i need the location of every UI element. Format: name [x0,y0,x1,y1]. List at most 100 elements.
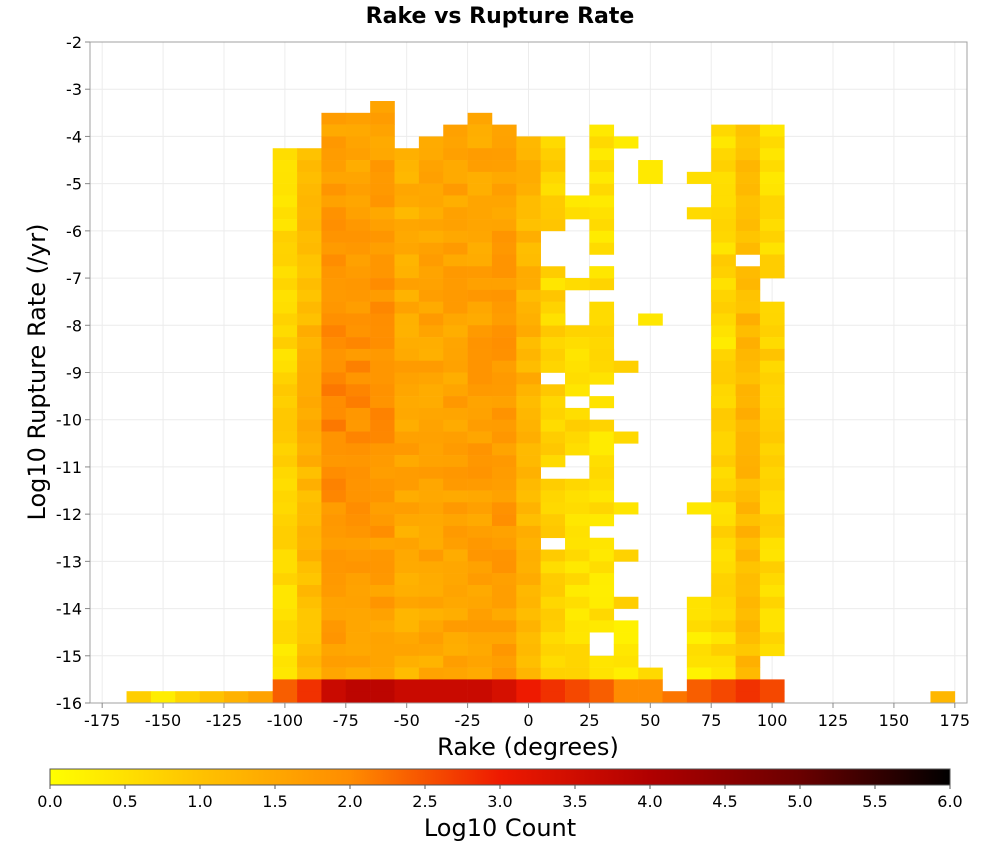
heatmap-cell [321,112,347,125]
heatmap-cell [711,608,736,621]
heatmap-cell [711,230,736,243]
y-tick-label: -8 [66,316,82,335]
heatmap-cell [589,431,615,444]
heatmap-cell [345,242,371,255]
heatmap-cell [418,679,444,692]
heatmap-cell [491,124,517,137]
heatmap-cell [418,691,444,704]
heatmap-cell [272,301,298,314]
heatmap-cell [540,313,566,326]
heatmap-cell [516,278,541,291]
heatmap-cell [297,549,322,562]
heatmap-cell [394,419,420,432]
heatmap-cell [467,372,493,385]
heatmap-cell [467,230,493,243]
heatmap-cell [589,337,615,350]
heatmap-cell [589,691,615,704]
heatmap-cell [272,254,298,267]
heatmap-cell [370,207,395,220]
heatmap-cell [735,407,761,421]
heatmap-cell [321,301,347,314]
y-tick-label: -6 [66,222,82,241]
heatmap-cell [735,183,761,196]
heatmap-cell [297,219,322,232]
heatmap-cell [272,573,298,586]
heatmap-cell [759,419,785,432]
heatmap-cell [613,632,639,645]
heatmap-cell [565,348,590,361]
heatmap-cell [394,455,420,468]
heatmap-cell [443,443,468,456]
heatmap-cell [491,608,517,621]
heatmap-cell [540,183,566,196]
heatmap-cell [516,643,541,657]
heatmap-cell [735,525,761,539]
heatmap-cell [759,195,785,208]
heatmap-cell [394,596,420,609]
heatmap-cell [370,171,395,184]
heatmap-cell [297,525,322,539]
heatmap-cell [565,443,590,456]
heatmap-cell [272,148,298,161]
heatmap-cell [491,278,517,291]
heatmap-cell [613,502,639,515]
heatmap-cell [321,384,347,397]
heatmap-cell [491,478,517,491]
heatmap-cell [321,148,347,161]
heatmap-cell [418,171,444,184]
heatmap-cell [443,431,468,444]
heatmap-cell [491,266,517,279]
heatmap-cell [540,655,566,668]
y-tick-label: -13 [56,552,82,571]
heatmap-cell [565,596,590,609]
heatmap-cell [540,561,566,574]
heatmap-cell [711,643,736,657]
heatmap-cell [321,136,347,149]
heatmap-cell [686,679,712,692]
x-tick-label: 50 [640,711,660,730]
heatmap-cell [467,549,493,562]
heatmap-cell [394,466,420,480]
heatmap-cell [345,549,371,562]
heatmap-cell [759,230,785,243]
heatmap-cell [345,573,371,586]
heatmap-cell [759,431,785,444]
heatmap-cell [418,183,444,196]
heatmap-cell [491,419,517,432]
heatmap-cell [516,514,541,527]
heatmap-cell [443,219,468,232]
heatmap-cell [297,171,322,184]
heatmap-cell [589,573,615,586]
heatmap-cell [467,254,493,267]
heatmap-cell [467,301,493,314]
x-tick-label: 100 [757,711,788,730]
heatmap-cell [272,455,298,468]
heatmap-cell [467,148,493,161]
heatmap-cell [735,348,761,361]
heatmap-cell [516,455,541,468]
heatmap-cell [711,490,736,503]
heatmap-cell [589,348,615,361]
heatmap-cell [443,466,468,480]
heatmap-cell [418,537,444,550]
heatmap-cell [272,632,298,645]
heatmap-cell [467,443,493,456]
heatmap-cell [467,313,493,326]
heatmap-cell [540,478,566,491]
heatmap-cell [297,443,322,456]
heatmap-cell [321,502,347,515]
heatmap-cell [711,407,736,421]
heatmap-cell [370,419,395,432]
heatmap-cell [272,207,298,220]
heatmap-cell [516,207,541,220]
heatmap-cell [248,691,274,704]
heatmap-cell [370,549,395,562]
heatmap-cell [540,525,566,539]
heatmap-cell [589,655,615,668]
heatmap-cell [223,691,249,704]
heatmap-cell [589,136,615,149]
heatmap-cell [491,584,517,598]
heatmap-cell [467,525,493,539]
heatmap-cell [443,573,468,586]
heatmap-cell [272,278,298,291]
